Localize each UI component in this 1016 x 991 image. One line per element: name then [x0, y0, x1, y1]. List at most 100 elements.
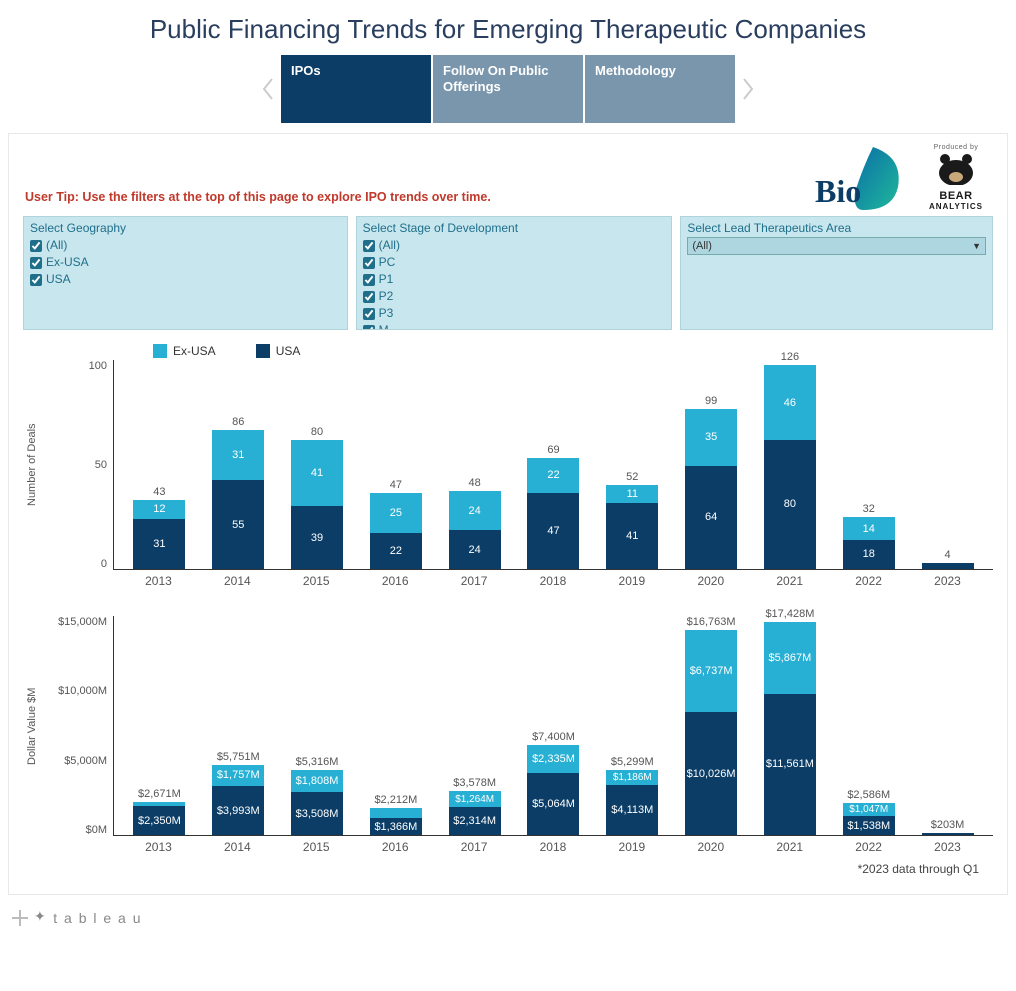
checkbox[interactable] [30, 257, 42, 269]
stage-option[interactable]: M [363, 322, 666, 330]
bar-total-label: $2,671M [138, 788, 181, 800]
bear-logo: Produced by BEAR ANALYTICS [921, 144, 991, 211]
stage-option-label: PC [379, 254, 396, 271]
y-tick: 50 [95, 459, 107, 471]
tab-methodology[interactable]: Methodology [585, 55, 735, 123]
bar-segment-usa: $3,508M [291, 792, 343, 835]
geo-option[interactable]: Ex-USA [30, 254, 341, 271]
y-tick: 0 [101, 558, 107, 570]
bar-column[interactable]: $5,751M$1,757M$3,993M [199, 616, 278, 835]
area-dropdown[interactable]: (All) ▼ [687, 237, 986, 255]
y-tick: $15,000M [58, 616, 107, 628]
bar-total-label: 4 [944, 549, 950, 561]
stage-option[interactable]: PC [363, 254, 666, 271]
bear-sub-label: ANALYTICS [921, 202, 991, 211]
bio-logo-icon: Bio [813, 142, 903, 212]
bar-column[interactable]: $2,586M$1,047M$1,538M [829, 616, 908, 835]
deals-y-label: Number of Deals [23, 360, 41, 570]
bar-column[interactable]: $3,578M$1,264M$2,314M [435, 616, 514, 835]
y-tick: 100 [89, 360, 107, 372]
checkbox[interactable] [363, 291, 375, 303]
bar-segment-usa: $1,538M [843, 816, 895, 835]
bar-total-label: $16,763M [687, 616, 736, 628]
bar-column[interactable]: $203M [908, 616, 987, 835]
stage-option[interactable]: (All) [363, 237, 666, 254]
bar-total-label: 43 [153, 486, 165, 498]
filter-stage-label: Select Stage of Development [363, 221, 666, 235]
swatch-ex-usa-icon [153, 344, 167, 358]
bar-column[interactable]: 321418 [829, 360, 908, 569]
tab-follow-on-public-offerings[interactable]: Follow On Public Offerings [433, 55, 583, 123]
bar-column[interactable]: $16,763M$6,737M$10,026M [672, 616, 751, 835]
bar-total-label: 32 [863, 503, 875, 515]
geo-option-label: (All) [46, 237, 67, 254]
chevron-right-icon[interactable] [737, 71, 759, 107]
tableau-plus-icon [12, 910, 28, 926]
checkbox[interactable] [363, 274, 375, 286]
bar-segment-usa: 31 [133, 519, 185, 569]
bar-column[interactable]: 482424 [435, 360, 514, 569]
tableau-footer[interactable]: ✦ t a b l e a u [0, 903, 1016, 932]
x-tick-label: 2014 [198, 574, 277, 588]
bar-stack: 1141 [606, 485, 658, 569]
bar-segment-ex-usa: 41 [291, 440, 343, 506]
bar-column[interactable]: 1264680 [751, 360, 830, 569]
bar-stack: 2247 [527, 458, 579, 569]
checkbox[interactable] [30, 274, 42, 286]
dollars-y-ticks: $15,000M$10,000M$5,000M$0M [41, 616, 113, 836]
bar-column[interactable]: 521141 [593, 360, 672, 569]
tabs-row: IPOsFollow On Public OfferingsMethodolog… [0, 55, 1016, 123]
bar-stack: 4139 [291, 440, 343, 569]
bar-segment-usa: 18 [843, 540, 895, 569]
stage-option[interactable]: P2 [363, 288, 666, 305]
bar-total-label: 99 [705, 395, 717, 407]
stage-option[interactable]: P1 [363, 271, 666, 288]
x-tick-label: 2018 [514, 574, 593, 588]
bar-total-label: 126 [781, 351, 799, 363]
bar-column[interactable]: 431231 [120, 360, 199, 569]
checkbox[interactable] [363, 325, 375, 331]
stage-option[interactable]: P3 [363, 305, 666, 322]
bar-stack: 2522 [370, 493, 422, 569]
bar-segment-usa [922, 833, 974, 835]
bar-column[interactable]: $5,316M$1,808M$3,508M [278, 616, 357, 835]
area-selected: (All) [692, 240, 712, 252]
bar-column[interactable]: 472522 [356, 360, 435, 569]
x-tick-label: 2013 [119, 840, 198, 854]
checkbox[interactable] [363, 257, 375, 269]
bar-stack: $5,867M$11,561M [764, 622, 816, 835]
bar-column[interactable]: $5,299M$1,186M$4,113M [593, 616, 672, 835]
checkbox[interactable] [363, 308, 375, 320]
bar-stack: $1,757M$3,993M [212, 765, 264, 835]
bar-column[interactable]: 4 [908, 360, 987, 569]
legend-usa[interactable]: USA [256, 344, 301, 358]
bar-total-label: $2,212M [374, 794, 417, 806]
legend-ex-usa[interactable]: Ex-USA [153, 344, 216, 358]
bar-column[interactable]: $7,400M$2,335M$5,064M [514, 616, 593, 835]
geo-option[interactable]: (All) [30, 237, 341, 254]
bar-segment-ex-usa: $1,264M [449, 791, 501, 806]
bar-column[interactable]: 804139 [278, 360, 357, 569]
x-tick-label: 2019 [592, 574, 671, 588]
legend-usa-label: USA [276, 344, 301, 358]
bar-column[interactable]: 692247 [514, 360, 593, 569]
x-tick-label: 2014 [198, 840, 277, 854]
chevron-left-icon[interactable] [257, 71, 279, 107]
bar-column[interactable]: $2,671M$2,350M [120, 616, 199, 835]
bar-column[interactable]: $17,428M$5,867M$11,561M [751, 616, 830, 835]
bar-segment-ex-usa: 31 [212, 430, 264, 480]
bear-produced-label: Produced by [921, 144, 991, 151]
tab-ipos[interactable]: IPOs [281, 55, 431, 123]
svg-text:Bio: Bio [815, 173, 861, 209]
geo-option[interactable]: USA [30, 271, 341, 288]
page-title: Public Financing Trends for Emerging The… [0, 0, 1016, 55]
bar-column[interactable]: $2,212M$1,366M [356, 616, 435, 835]
bar-column[interactable]: 863155 [199, 360, 278, 569]
checkbox[interactable] [30, 240, 42, 252]
stage-option-label: P2 [379, 288, 394, 305]
bar-segment-ex-usa: $5,867M [764, 622, 816, 694]
checkbox[interactable] [363, 240, 375, 252]
filter-area: Select Lead Therapeutics Area (All) ▼ [680, 216, 993, 330]
bar-stack: $1,808M$3,508M [291, 770, 343, 835]
bar-column[interactable]: 993564 [672, 360, 751, 569]
